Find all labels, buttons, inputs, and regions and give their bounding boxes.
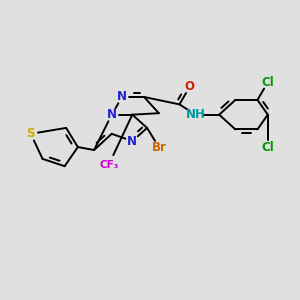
Text: Br: Br xyxy=(152,141,166,154)
Text: N: N xyxy=(117,91,127,103)
Text: S: S xyxy=(26,127,35,140)
Text: N: N xyxy=(127,135,137,148)
Text: CF₃: CF₃ xyxy=(99,160,118,170)
Text: Cl: Cl xyxy=(261,76,274,89)
Text: N: N xyxy=(107,108,117,121)
Text: Cl: Cl xyxy=(261,141,274,154)
Text: O: O xyxy=(185,80,195,93)
Text: NH: NH xyxy=(186,108,206,121)
